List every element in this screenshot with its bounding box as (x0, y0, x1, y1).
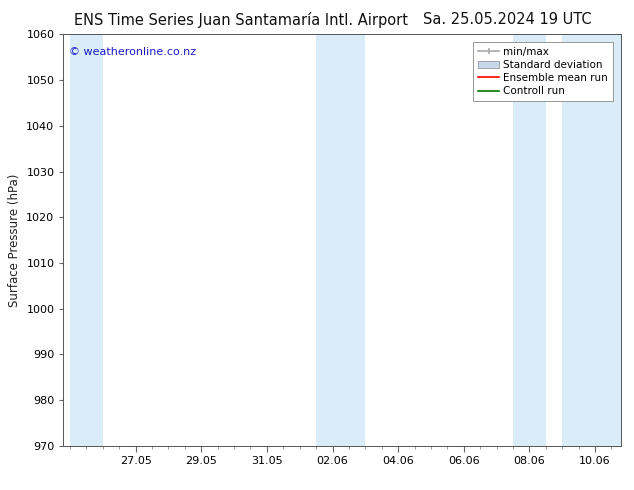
Y-axis label: Surface Pressure (hPa): Surface Pressure (hPa) (8, 173, 21, 307)
Legend: min/max, Standard deviation, Ensemble mean run, Controll run: min/max, Standard deviation, Ensemble me… (473, 42, 613, 101)
Text: © weatheronline.co.nz: © weatheronline.co.nz (69, 47, 196, 57)
Bar (562, 34, 621, 446)
Bar (70, 34, 103, 446)
Text: Sa. 25.05.2024 19 UTC: Sa. 25.05.2024 19 UTC (423, 12, 592, 27)
Bar (513, 34, 546, 446)
Bar (316, 34, 365, 446)
Text: ENS Time Series Juan Santamaría Intl. Airport: ENS Time Series Juan Santamaría Intl. Ai… (74, 12, 408, 28)
